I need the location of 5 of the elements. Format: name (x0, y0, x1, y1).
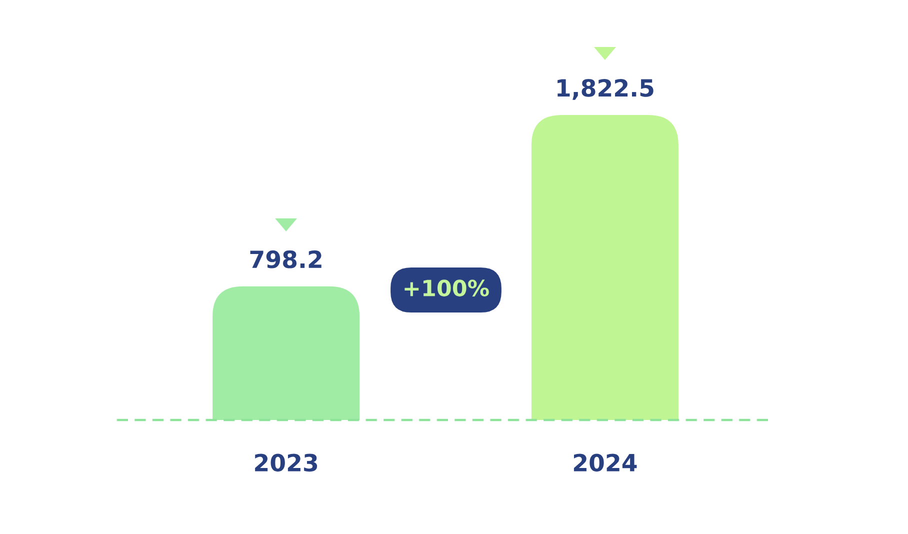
x-tick-label: 2024 (574, 454, 637, 472)
data-label: 798.2 (250, 250, 322, 268)
x-tick-label: 2023 (255, 454, 318, 472)
annotation: +100% (404, 280, 489, 296)
data-label: 1,822.5 (558, 78, 654, 100)
